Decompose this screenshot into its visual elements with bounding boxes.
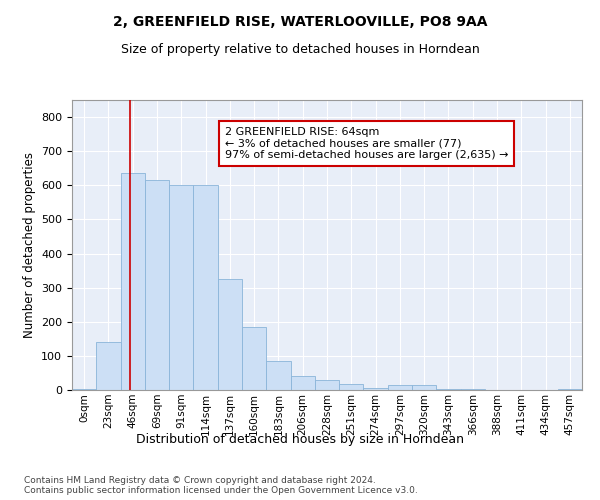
Bar [315,380,339,390]
Bar [388,385,412,390]
Text: Size of property relative to detached houses in Horndean: Size of property relative to detached ho… [121,42,479,56]
Bar [339,384,364,390]
Bar [121,174,145,390]
Text: 2 GREENFIELD RISE: 64sqm
← 3% of detached houses are smaller (77)
97% of semi-de: 2 GREENFIELD RISE: 64sqm ← 3% of detache… [225,127,509,160]
Text: Distribution of detached houses by size in Horndean: Distribution of detached houses by size … [136,432,464,446]
Text: Contains HM Land Registry data © Crown copyright and database right 2024.
Contai: Contains HM Land Registry data © Crown c… [24,476,418,495]
Bar [193,186,218,390]
Y-axis label: Number of detached properties: Number of detached properties [23,152,35,338]
Text: 2, GREENFIELD RISE, WATERLOOVILLE, PO8 9AA: 2, GREENFIELD RISE, WATERLOOVILLE, PO8 9… [113,15,487,29]
Bar [290,376,315,390]
Bar [412,385,436,390]
Bar [169,186,193,390]
Bar [96,342,121,390]
Bar [218,279,242,390]
Bar [242,327,266,390]
Bar [364,388,388,390]
Bar [145,180,169,390]
Bar [266,361,290,390]
